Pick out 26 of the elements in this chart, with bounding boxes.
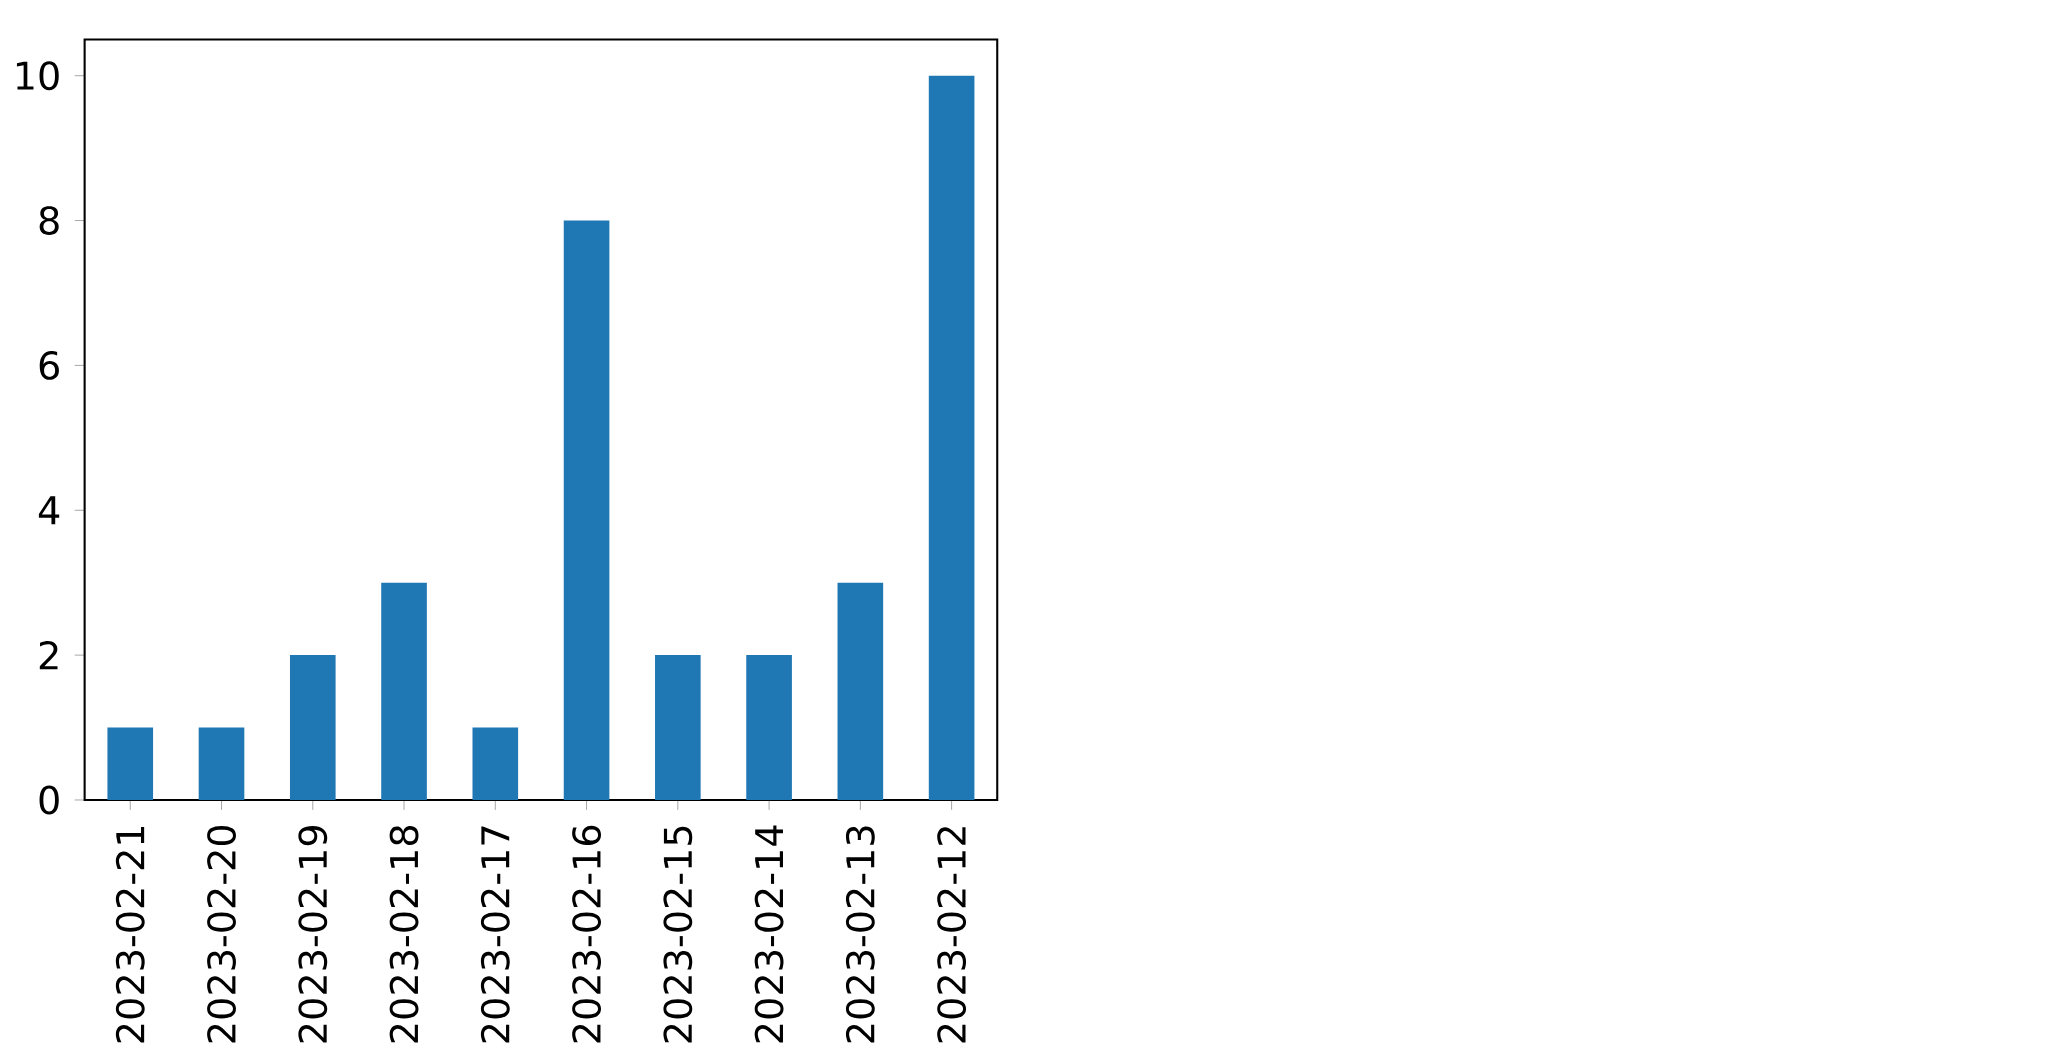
bar [655, 655, 701, 801]
y-tick-label: 4 [38, 496, 60, 525]
bar [746, 655, 792, 801]
bar [198, 727, 245, 801]
y-tick-label: 0 [39, 785, 59, 815]
x-tick-label: 2023-02-17 [480, 826, 510, 1043]
y-tick-label: 10 [16, 61, 59, 91]
x-tick-label: 2023-02-20 [207, 825, 236, 1043]
x-tick-label: 2023-02-21 [115, 826, 145, 1043]
bar [381, 582, 427, 801]
x-tick-label: 2023-02-14 [754, 825, 784, 1043]
x-tick-label: 2023-02-16 [572, 825, 602, 1043]
bar [107, 727, 154, 801]
x-tick-label: 2023-02-12 [937, 827, 967, 1043]
y-tick-label: 2 [39, 641, 58, 670]
x-tick-label: 2023-02-19 [298, 826, 328, 1043]
y-tick-label: 8 [39, 206, 59, 236]
bar [837, 582, 884, 801]
x-tick-label: 2023-02-13 [845, 826, 875, 1043]
bar [472, 727, 519, 801]
bar [289, 655, 336, 801]
x-tick-label: 2023-02-15 [663, 826, 693, 1043]
bar [563, 220, 610, 801]
bar [928, 75, 975, 801]
y-tick-label: 6 [39, 351, 59, 380]
x-tick-label: 2023-02-18 [389, 826, 419, 1043]
